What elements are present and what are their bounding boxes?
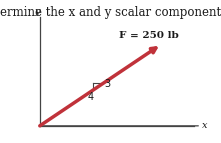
Text: 3: 3 (104, 79, 110, 89)
Text: 4: 4 (88, 92, 94, 102)
Text: F = 250 lb: F = 250 lb (119, 31, 179, 40)
Text: Determine the x and y scalar components of: Determine the x and y scalar components … (0, 6, 221, 19)
Text: y: y (35, 7, 40, 16)
Text: x: x (202, 121, 208, 130)
